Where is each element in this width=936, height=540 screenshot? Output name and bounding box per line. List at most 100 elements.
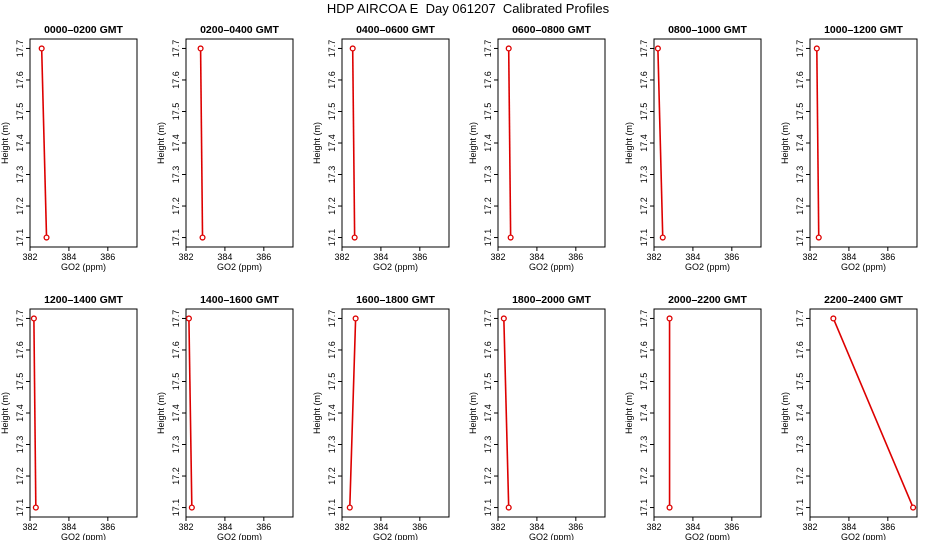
x-tick-label: 382 [490, 522, 505, 532]
y-tick-label: 17.7 [639, 310, 649, 328]
data-point [500, 315, 507, 322]
data-point [199, 234, 206, 241]
y-tick-label: 17.4 [15, 134, 25, 152]
chart-panel: 1800–2000 GMT 382 384 386 17.1 17.2 17.3 17.4 17… [468, 270, 624, 540]
y-tick-label: 17.6 [327, 341, 337, 359]
y-axis-label: Height (m) [156, 122, 166, 164]
y-tick-label: 17.6 [15, 71, 25, 89]
y-tick-label: 17.1 [171, 499, 181, 517]
x-axis-label: GO2 (ppm) [61, 262, 106, 272]
y-tick-label: 17.4 [639, 404, 649, 422]
y-tick-label: 17.3 [327, 436, 337, 454]
y-tick-label: 17.7 [327, 40, 337, 58]
data-point [43, 234, 50, 241]
plot-frame [809, 38, 918, 248]
figure-title: HDP AIRCOA E Day 061207 Calibrated Profi… [326, 1, 610, 16]
x-axis-label: GO2 (ppm) [529, 532, 574, 540]
panel-title: 1400–1600 GMT [200, 294, 279, 306]
x-tick-label: 384 [841, 252, 856, 262]
y-tick-label: 17.3 [15, 436, 25, 454]
chart-panel: 0600–0800 GMT 382 384 386 17.1 17.2 17.3 17.4 17… [468, 0, 624, 272]
y-axis-label: Height (m) [312, 392, 322, 434]
panel-title: 1800–2000 GMT [512, 294, 591, 306]
y-tick-label: 17.5 [327, 103, 337, 121]
x-tick-label: 386 [568, 522, 583, 532]
y-tick-label: 17.5 [639, 373, 649, 391]
y-tick-label: 17.7 [327, 310, 337, 328]
y-tick-label: 17.6 [171, 341, 181, 359]
series-line [188, 318, 193, 508]
panel-title: 2000–2200 GMT [668, 294, 747, 306]
y-tick-label: 17.1 [639, 229, 649, 247]
panel-title: 0600–0800 GMT [512, 24, 591, 36]
y-tick-label: 17.6 [483, 71, 493, 89]
x-tick-label: 384 [217, 522, 232, 532]
y-tick-label: 17.1 [327, 499, 337, 517]
x-tick-label: 386 [412, 252, 427, 262]
y-tick-label: 17.6 [639, 341, 649, 359]
data-point [197, 45, 204, 52]
y-tick-label: 17.5 [327, 373, 337, 391]
y-tick-label: 17.3 [483, 436, 493, 454]
x-tick-label: 382 [178, 252, 193, 262]
y-tick-label: 17.2 [639, 467, 649, 485]
x-tick-label: 382 [334, 522, 349, 532]
x-tick-label: 386 [256, 522, 271, 532]
y-tick-label: 17.4 [171, 134, 181, 152]
y-tick-label: 17.6 [795, 341, 805, 359]
data-point [38, 45, 45, 52]
x-tick-label: 382 [646, 252, 661, 262]
data-point [507, 234, 514, 241]
panel-title: 0200–0400 GMT [200, 24, 279, 36]
y-tick-label: 17.7 [795, 310, 805, 328]
y-axis-label: Height (m) [0, 392, 10, 434]
y-tick-label: 17.6 [171, 71, 181, 89]
y-tick-label: 17.2 [483, 197, 493, 215]
y-tick-label: 17.4 [639, 134, 649, 152]
y-tick-label: 17.5 [483, 103, 493, 121]
y-tick-label: 17.6 [483, 341, 493, 359]
y-tick-label: 17.1 [15, 229, 25, 247]
plot-frame [653, 38, 762, 248]
x-tick-label: 386 [880, 252, 895, 262]
y-tick-label: 17.1 [483, 499, 493, 517]
y-axis-label: Height (m) [156, 392, 166, 434]
y-tick-label: 17.4 [795, 134, 805, 152]
data-point [666, 315, 673, 322]
y-axis-label: Height (m) [624, 392, 634, 434]
x-tick-label: 386 [724, 252, 739, 262]
y-tick-label: 17.2 [327, 467, 337, 485]
y-tick-label: 17.6 [639, 71, 649, 89]
x-axis-label: GO2 (ppm) [841, 262, 886, 272]
y-tick-label: 17.5 [171, 373, 181, 391]
data-point [910, 504, 917, 511]
data-point [349, 45, 356, 52]
plot-frame [341, 38, 450, 248]
data-point [815, 234, 822, 241]
series-line [507, 48, 512, 238]
x-tick-label: 384 [529, 252, 544, 262]
x-axis-label: GO2 (ppm) [373, 262, 418, 272]
panel-title: 0400–0600 GMT [356, 24, 435, 36]
data-point [352, 315, 359, 322]
plot-frame [29, 308, 138, 518]
chart-svg: 0000–0200 GMT 382 384 386 17.1 17.2 17.3 17.4 17… [0, 24, 138, 272]
chart-panel: 2000–2200 GMT 382 384 386 17.1 17.2 17.3 17.4 17… [624, 270, 780, 540]
chart-svg: 0200–0400 GMT 382 384 386 17.1 17.2 17.3 17.4 17… [156, 24, 294, 272]
chart-svg: 1000–1200 GMT 382 384 386 17.1 17.2 17.3 17.4 17… [780, 24, 918, 272]
plot-frame [185, 308, 294, 518]
data-point [185, 315, 192, 322]
x-tick-label: 384 [685, 252, 700, 262]
panel-title: 1600–1800 GMT [356, 294, 435, 306]
series-line [199, 48, 204, 238]
y-tick-label: 17.2 [639, 197, 649, 215]
y-axis-label: Height (m) [468, 392, 478, 434]
chart-panel: 1000–1200 GMT 382 384 386 17.1 17.2 17.3 17.4 17… [780, 0, 936, 272]
data-point [32, 504, 39, 511]
chart-panel: 1200–1400 GMT 382 384 386 17.1 17.2 17.3 17.4 17… [0, 270, 156, 540]
data-point [346, 504, 353, 511]
y-tick-label: 17.6 [795, 71, 805, 89]
y-tick-label: 17.3 [639, 436, 649, 454]
x-axis-label: GO2 (ppm) [841, 532, 886, 540]
x-tick-label: 384 [61, 252, 76, 262]
